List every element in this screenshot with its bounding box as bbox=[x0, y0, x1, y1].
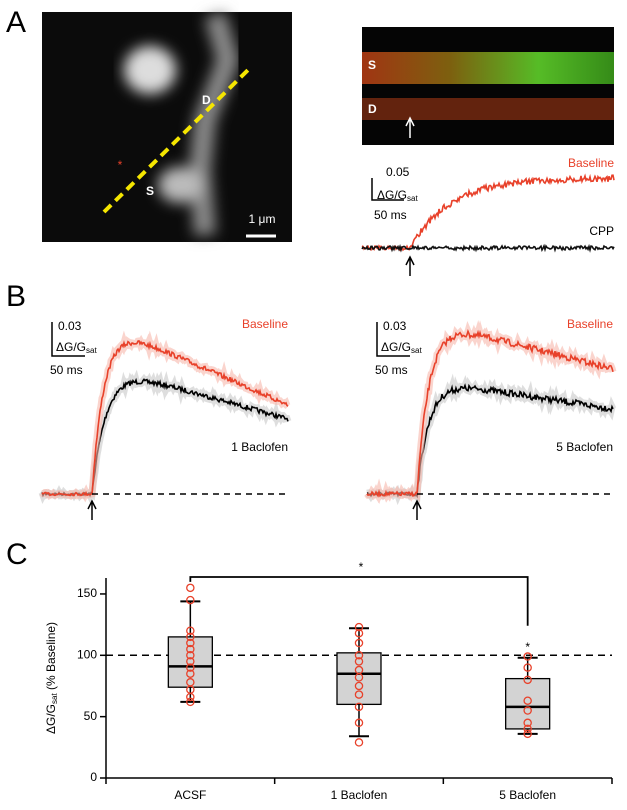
micrograph bbox=[42, 12, 292, 242]
data-point bbox=[186, 595, 195, 605]
data-point bbox=[354, 657, 364, 666]
trace bbox=[361, 173, 615, 252]
data-point bbox=[523, 696, 532, 705]
scale-time: 50 ms bbox=[375, 363, 408, 377]
label-sub: sat bbox=[50, 693, 59, 704]
data-point bbox=[523, 706, 532, 715]
scale-unit: ΔG/Gsat bbox=[56, 340, 97, 355]
x-tick-label: 1 Baclofen bbox=[331, 788, 388, 802]
data-point bbox=[523, 729, 532, 739]
stim-arrow bbox=[87, 499, 97, 520]
image-label: D bbox=[202, 93, 211, 107]
trace-name: Baseline bbox=[242, 317, 288, 331]
scale-bar bbox=[371, 178, 404, 201]
kymo-label: D bbox=[368, 102, 377, 116]
unit-sub: sat bbox=[411, 346, 422, 355]
image-label: S bbox=[146, 184, 154, 198]
scale-bar bbox=[51, 322, 85, 357]
scan-line bbox=[102, 64, 254, 214]
data-point bbox=[523, 663, 532, 672]
data-point bbox=[354, 638, 364, 648]
data-point bbox=[186, 638, 195, 648]
panel-letter: A bbox=[6, 6, 26, 39]
significance: * bbox=[359, 560, 364, 574]
data-point bbox=[354, 673, 364, 682]
data-point bbox=[186, 692, 195, 702]
data-point bbox=[354, 622, 364, 632]
label-rest: (% Baseline) bbox=[44, 622, 58, 693]
kymograph bbox=[362, 27, 614, 145]
box bbox=[336, 652, 382, 706]
trace-name: 1 Baclofen bbox=[231, 440, 288, 454]
y-tick-label: 100 bbox=[77, 647, 97, 661]
micrograph-structures bbox=[124, 11, 240, 236]
trace-name: Baseline bbox=[568, 156, 614, 170]
stim-arrow bbox=[405, 116, 415, 138]
trace-name: 5 Baclofen bbox=[556, 440, 613, 454]
scale-time: 50 ms bbox=[50, 363, 83, 377]
trace bbox=[366, 328, 614, 498]
significance: * bbox=[525, 640, 530, 654]
label: ΔG/G bbox=[44, 704, 58, 734]
scale-amplitude: 0.03 bbox=[58, 319, 82, 333]
trace bbox=[41, 339, 289, 497]
unit: ΔG/G bbox=[377, 188, 407, 202]
data-point bbox=[523, 724, 532, 734]
data-point bbox=[354, 690, 364, 699]
scale-bar bbox=[376, 322, 410, 357]
traces bbox=[38, 173, 617, 507]
scale-amplitude: 0.05 bbox=[386, 165, 410, 179]
unit-sub: sat bbox=[86, 346, 97, 355]
box bbox=[167, 636, 213, 688]
trace-name: Baseline bbox=[567, 317, 613, 331]
kymo-band bbox=[362, 52, 614, 84]
data-point bbox=[354, 681, 364, 691]
data-point bbox=[354, 718, 364, 728]
trace-error bbox=[38, 369, 292, 504]
y-axis-label: ΔG/Gsat (% Baseline) bbox=[44, 622, 59, 734]
data-point bbox=[186, 632, 195, 642]
box-plot: 0 50 100 150 ACSF 1 Baclofen 5 Baclofen * * bbox=[77, 560, 613, 802]
scale-amplitude: 0.03 bbox=[383, 319, 407, 333]
data-point bbox=[523, 652, 532, 661]
unit: ΔG/G bbox=[56, 340, 86, 354]
data-point bbox=[354, 628, 364, 638]
data-point bbox=[523, 718, 532, 728]
scale-time: 50 ms bbox=[374, 208, 407, 222]
scale-unit: ΔG/Gsat bbox=[377, 188, 418, 203]
stim-arrow bbox=[405, 255, 415, 276]
scale-unit: ΔG/Gsat bbox=[381, 340, 422, 355]
unit-sub: sat bbox=[407, 194, 418, 203]
significance-bracket bbox=[189, 576, 529, 626]
kymo-band bbox=[362, 98, 614, 120]
data-point bbox=[523, 675, 532, 685]
data-point bbox=[186, 644, 195, 654]
trace-name: CPP bbox=[589, 224, 614, 238]
x-tick-label: ACSF bbox=[174, 788, 206, 802]
data-point bbox=[186, 651, 195, 660]
data-point bbox=[354, 651, 364, 660]
x-tick-label: 5 Baclofen bbox=[499, 788, 556, 802]
stimulus-marker: * bbox=[118, 158, 123, 172]
data-point bbox=[354, 702, 364, 712]
y-tick-label: 0 bbox=[90, 770, 97, 784]
data-point bbox=[186, 626, 195, 636]
trace bbox=[361, 243, 615, 253]
kymo-label: S bbox=[368, 58, 376, 72]
data-point bbox=[186, 697, 195, 707]
scale-label: 1 μm bbox=[249, 212, 276, 226]
data-point bbox=[186, 663, 195, 672]
data-point bbox=[186, 583, 195, 593]
stim-arrow bbox=[412, 499, 422, 520]
panel-letter: B bbox=[6, 280, 26, 313]
y-tick-label: 50 bbox=[84, 709, 98, 723]
y-tick-label: 150 bbox=[77, 586, 97, 600]
unit: ΔG/G bbox=[381, 340, 411, 354]
data-point bbox=[354, 738, 364, 747]
data-point bbox=[186, 669, 195, 678]
panel-letter: C bbox=[6, 538, 28, 571]
data-point bbox=[186, 657, 195, 666]
